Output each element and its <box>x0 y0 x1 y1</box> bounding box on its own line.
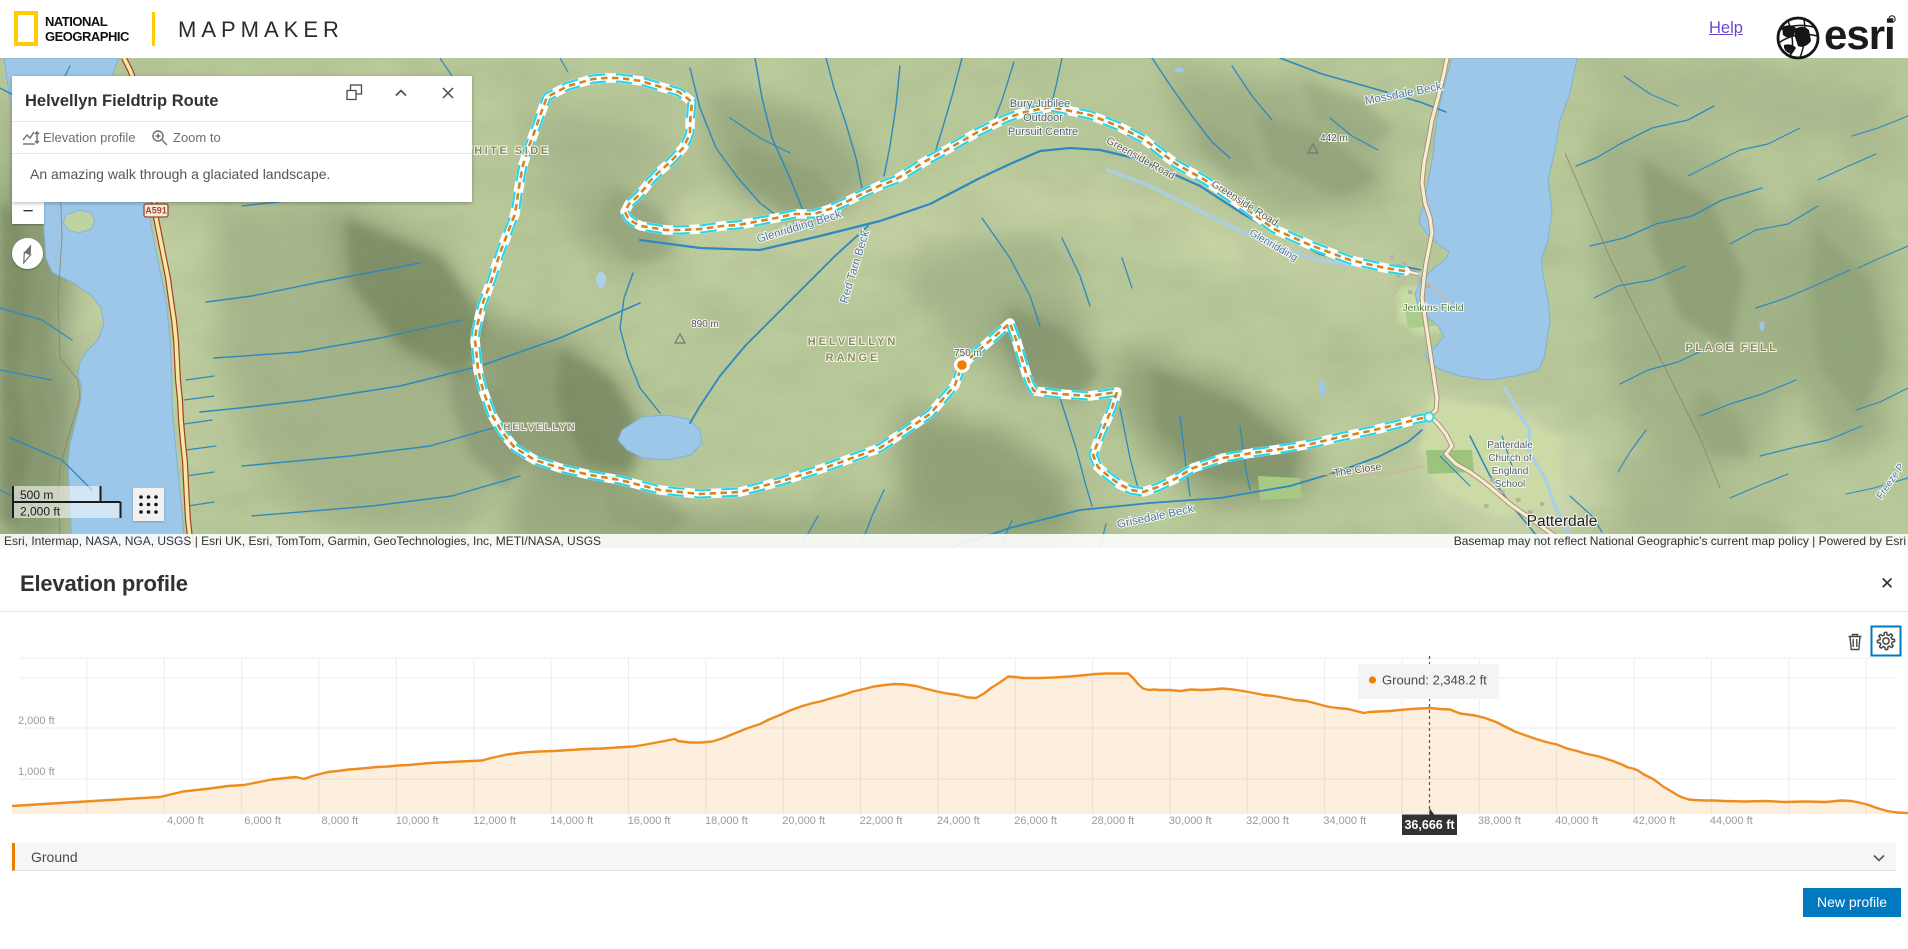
svg-text:HELVELLYN: HELVELLYN <box>504 422 577 433</box>
svg-text:750 m: 750 m <box>954 348 982 359</box>
svg-text:WHITE SIDE: WHITE SIDE <box>461 145 550 157</box>
svg-text:Bury Jubilee: Bury Jubilee <box>1010 98 1071 110</box>
svg-text:32,000 ft: 32,000 ft <box>1246 815 1289 827</box>
svg-text:40,000 ft: 40,000 ft <box>1555 815 1598 827</box>
svg-text:26,000 ft: 26,000 ft <box>1014 815 1057 827</box>
svg-text:Church of: Church of <box>1488 453 1532 464</box>
svg-text:44,000 ft: 44,000 ft <box>1710 815 1753 827</box>
svg-text:20,000 ft: 20,000 ft <box>782 815 825 827</box>
svg-text:Jenkins Field: Jenkins Field <box>1402 302 1463 314</box>
svg-text:10,000 ft: 10,000 ft <box>396 815 439 827</box>
svg-text:Pursuit Centre: Pursuit Centre <box>1008 126 1078 138</box>
svg-text:42,000 ft: 42,000 ft <box>1633 815 1676 827</box>
svg-text:18,000 ft: 18,000 ft <box>705 815 748 827</box>
svg-text:24,000 ft: 24,000 ft <box>937 815 980 827</box>
svg-text:2,000 ft: 2,000 ft <box>20 505 61 519</box>
svg-text:RANGE: RANGE <box>826 352 881 364</box>
svg-text:2,000 ft: 2,000 ft <box>18 715 55 727</box>
svg-text:38,000 ft: 38,000 ft <box>1478 815 1521 827</box>
svg-text:16,000 ft: 16,000 ft <box>628 815 671 827</box>
svg-text:442 m: 442 m <box>1320 133 1348 144</box>
svg-text:PLACE FELL: PLACE FELL <box>1686 342 1779 354</box>
svg-text:6,000 ft: 6,000 ft <box>244 815 281 827</box>
svg-text:890 m: 890 m <box>691 319 719 330</box>
svg-text:22,000 ft: 22,000 ft <box>860 815 903 827</box>
svg-text:14,000 ft: 14,000 ft <box>550 815 593 827</box>
svg-text:12,000 ft: 12,000 ft <box>473 815 516 827</box>
svg-text:4,000 ft: 4,000 ft <box>167 815 204 827</box>
svg-text:8,000 ft: 8,000 ft <box>322 815 359 827</box>
svg-text:School: School <box>1495 479 1526 490</box>
svg-text:Outdoor: Outdoor <box>1023 112 1063 124</box>
svg-text:Patterdale: Patterdale <box>1487 440 1533 451</box>
svg-text:36,666 ft: 36,666 ft <box>1404 818 1455 832</box>
svg-text:Ground: 2,348.2 ft: Ground: 2,348.2 ft <box>1382 673 1487 688</box>
svg-text:500 m: 500 m <box>20 488 53 502</box>
svg-text:28,000 ft: 28,000 ft <box>1091 815 1134 827</box>
svg-text:HELVELLYN: HELVELLYN <box>808 336 899 348</box>
svg-text:esri: esri <box>1824 11 1895 58</box>
svg-text:30,000 ft: 30,000 ft <box>1169 815 1212 827</box>
svg-text:R: R <box>1890 18 1894 24</box>
svg-text:Patterdale: Patterdale <box>1527 513 1598 530</box>
svg-text:A591: A591 <box>145 206 167 216</box>
svg-text:34,000 ft: 34,000 ft <box>1323 815 1366 827</box>
svg-text:1,000 ft: 1,000 ft <box>18 766 55 778</box>
svg-text:England: England <box>1492 466 1529 477</box>
